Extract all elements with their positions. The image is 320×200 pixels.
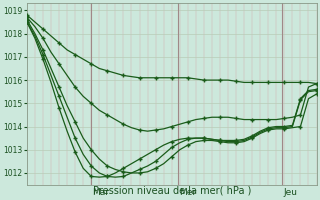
X-axis label: Pression niveau de la mer( hPa ): Pression niveau de la mer( hPa ) xyxy=(92,186,251,196)
Text: Mer: Mer xyxy=(179,188,196,197)
Text: Mar: Mar xyxy=(92,188,109,197)
Text: Jeu: Jeu xyxy=(283,188,297,197)
